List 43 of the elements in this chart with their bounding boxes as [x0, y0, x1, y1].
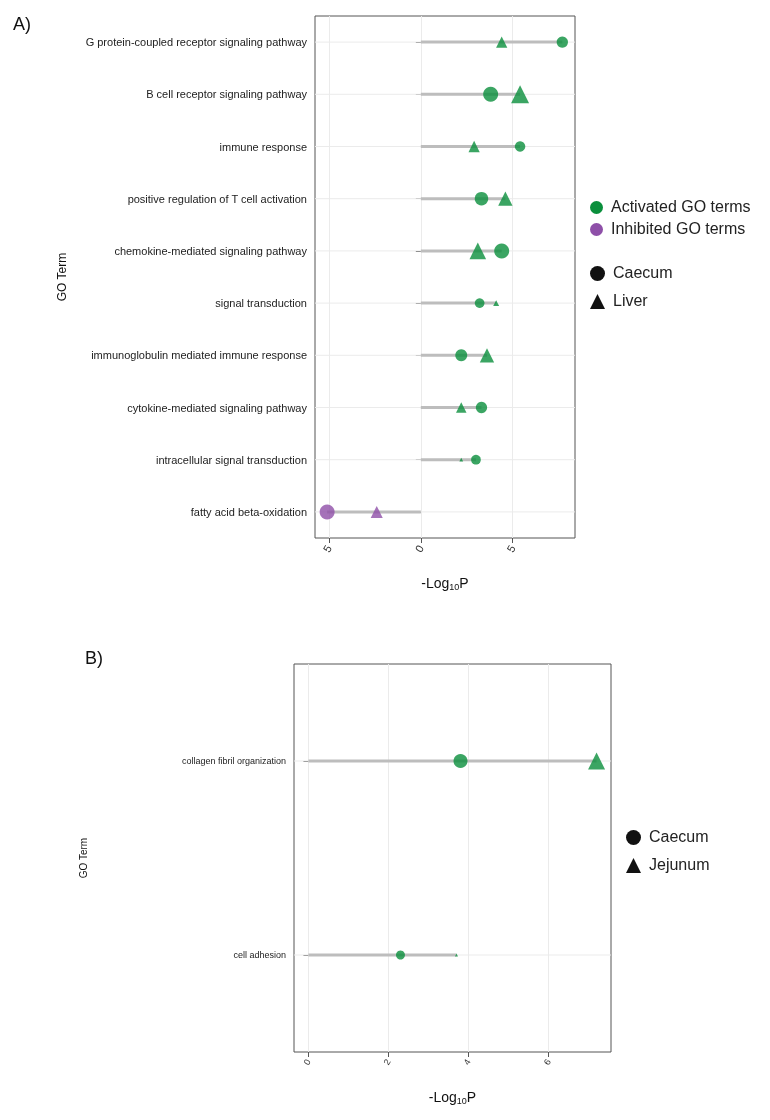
y-tick-label: signal transduction — [215, 297, 307, 310]
text: Liver — [613, 292, 648, 310]
text: A) — [13, 14, 31, 34]
text: Caecum — [649, 828, 709, 846]
point — [471, 454, 481, 465]
x-tick-label: 0 — [301, 1057, 313, 1067]
y-tick-label: immune response — [219, 140, 307, 153]
point — [455, 349, 468, 362]
text: Inhibited GO terms — [611, 220, 746, 238]
y-tick-label: cytokine-mediated signaling pathway — [127, 401, 308, 414]
point — [396, 950, 405, 960]
y-tick-label: G protein-coupled receptor signaling pathway — [85, 36, 308, 49]
text: Jejunum — [649, 856, 710, 874]
y-tick-label: positive regulation of T cell activation — [127, 192, 307, 205]
x-tick-label: 0 — [412, 543, 427, 555]
text: Activated GO terms — [611, 198, 751, 216]
point — [498, 191, 513, 206]
point — [474, 191, 489, 206]
y-tick-label: immunoglobulin mediated immune response — [91, 349, 307, 362]
point — [456, 402, 467, 413]
point — [556, 36, 568, 48]
text: Caecum — [613, 264, 673, 282]
y-axis-title: GO Term — [55, 252, 69, 302]
point — [479, 348, 495, 363]
point — [514, 141, 526, 152]
y-tick-label: fatty acid beta-oxidation — [190, 505, 307, 518]
x-tick-label: 4 — [461, 1057, 473, 1067]
point — [468, 140, 480, 153]
x-tick-label: 6 — [541, 1057, 553, 1067]
y-tick-label: intracellular signal transduction — [155, 453, 307, 466]
y-tick-label: collagen fibril organization — [181, 756, 286, 766]
point — [370, 505, 383, 518]
x-tick-label: 2 — [381, 1057, 393, 1067]
y-tick-label: B cell receptor signaling pathway — [146, 88, 308, 101]
text: B) — [85, 648, 103, 668]
y-axis-title: GO Term — [77, 837, 89, 879]
point — [475, 401, 488, 414]
point — [453, 754, 468, 768]
x-tick-label: 5 — [320, 543, 335, 555]
y-tick-label: chemokine-mediated signaling pathway — [114, 244, 308, 257]
point — [496, 36, 508, 48]
x-tick-label: 5 — [504, 543, 518, 555]
y-tick-label: cell adhesion — [233, 950, 286, 960]
